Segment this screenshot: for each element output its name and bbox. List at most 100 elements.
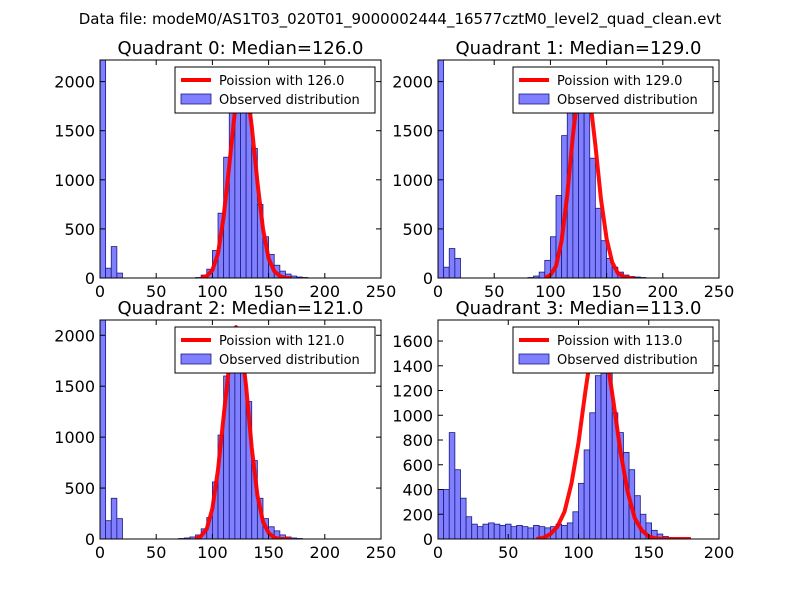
plot-quadrant-0: 0 50 100 150 200 250 0 500 1000 1500 2000 Quadrant … (54, 38, 396, 301)
x-tick-label: 150 (591, 282, 622, 301)
histogram-bar (589, 412, 596, 539)
y-tick-label: 2000 (54, 73, 95, 92)
histogram-bar (116, 272, 123, 278)
x-tick-label: 0 (433, 543, 443, 562)
histogram-bar (100, 320, 107, 539)
legend-box (512, 66, 714, 114)
histogram-bar (448, 248, 456, 278)
y-tick-label: 800 (402, 431, 433, 450)
y-tick-label: 500 (402, 220, 433, 239)
histogram-bar (572, 511, 579, 539)
histogram-bar (521, 526, 529, 539)
histogram-bar (100, 60, 107, 278)
legend-bar-swatch (180, 93, 212, 105)
axes-frame (99, 319, 382, 540)
x-tick-label: 0 (95, 543, 105, 562)
x-tick-label: 0 (433, 282, 443, 301)
legend-label-curve: Poission with 126.0 (219, 74, 344, 89)
x-tick-label: 200 (310, 282, 341, 301)
histogram-bar (454, 257, 461, 278)
y-tick-label: 400 (402, 481, 433, 500)
x-tick-label: 100 (197, 543, 228, 562)
histogram-bar (476, 526, 484, 539)
histogram-bar (438, 60, 445, 278)
histogram-bar (583, 449, 591, 539)
y-tick-label: 200 (402, 505, 433, 524)
plot-title: Quadrant 0: Median=126.0 (118, 38, 364, 59)
y-tick-label: 500 (64, 220, 95, 239)
axes-frame (437, 59, 720, 279)
y-tick-label: 0 (423, 269, 433, 288)
x-tick-label: 100 (563, 543, 594, 562)
y-tick-label: 1500 (392, 122, 433, 141)
plot-area (100, 320, 303, 539)
legend-box (174, 66, 376, 114)
histogram-bar (589, 157, 596, 278)
x-tick-label: 50 (146, 543, 166, 562)
y-tick-label: 1200 (392, 382, 433, 401)
histogram-bar (600, 240, 607, 278)
legend-bar-swatch (518, 353, 550, 365)
y-tick-label: 1000 (392, 406, 433, 425)
legend-box (512, 326, 714, 374)
legend-label-curve: Poission with 129.0 (557, 74, 682, 89)
histogram-bar (493, 523, 501, 539)
histogram-bar (600, 372, 607, 539)
y-tick-label: 0 (85, 269, 95, 288)
histogram-bar (105, 267, 112, 278)
plot-quadrant-1: 0 50 100 150 200 250 0 500 1000 1500 2000 Quadrant … (392, 38, 734, 301)
plot-quadrant-3: 0 50 100 150 2000200400600800100012001400160… (392, 298, 734, 562)
x-tick-label: 50 (146, 282, 166, 301)
y-tick-label: 1000 (54, 171, 95, 190)
x-tick-label: 200 (704, 543, 735, 562)
histogram-bar (566, 522, 574, 539)
y-tick-label: 2000 (54, 326, 95, 345)
y-tick-label: 1400 (392, 357, 433, 376)
histogram-bar (594, 207, 602, 278)
legend-label-bars: Observed distribution (557, 353, 698, 368)
histogram-bar (448, 432, 456, 539)
legend-label-curve: Poission with 113.0 (557, 334, 682, 349)
x-tick-label: 100 (197, 282, 228, 301)
histogram-bar (578, 482, 585, 539)
histogram-bar (471, 523, 478, 539)
y-tick-label: 2000 (392, 73, 433, 92)
legend-label-bars: Observed distribution (219, 93, 360, 108)
legend-bar-swatch (518, 93, 550, 105)
histogram-bar (443, 266, 450, 278)
histogram-bar (460, 497, 467, 539)
histogram-bar (116, 518, 123, 539)
legend-label-bars: Observed distribution (219, 353, 360, 368)
histogram-bar (594, 375, 602, 539)
x-tick-label: 50 (498, 543, 518, 562)
plot-title: Quadrant 2: Median=121.0 (118, 298, 364, 319)
x-tick-label: 50 (484, 282, 504, 301)
x-tick-label: 200 (648, 282, 679, 301)
y-tick-label: 1600 (392, 332, 433, 351)
histogram-bar (527, 527, 534, 539)
legend-box (174, 326, 376, 374)
y-tick-label: 1500 (54, 122, 95, 141)
histogram-bar (510, 526, 518, 539)
histogram-bar (561, 524, 568, 539)
histogram-bar (516, 524, 523, 539)
x-tick-label: 0 (95, 282, 105, 301)
x-tick-label: 150 (253, 543, 284, 562)
x-tick-label: 250 (366, 543, 397, 562)
axes-frame (99, 59, 382, 279)
histogram-bar (538, 271, 546, 278)
histogram-bar (488, 522, 495, 539)
legend-bar-swatch (180, 353, 212, 365)
histogram-bar (583, 112, 591, 278)
histogram-bar (105, 520, 112, 539)
plot-title: Quadrant 1: Median=129.0 (456, 38, 702, 59)
histogram-bar (110, 246, 118, 278)
x-tick-label: 100 (535, 282, 566, 301)
legend-label-bars: Observed distribution (557, 93, 698, 108)
figure-title: Data file: modeM0/AS1T03_020T01_90000024… (79, 10, 722, 29)
y-tick-label: 500 (64, 479, 95, 498)
x-tick-label: 250 (704, 282, 735, 301)
plot-quadrant-2: 0 50 100 150 200 250 0 500 1000 1500 2000 Quadrant … (54, 298, 396, 562)
histogram-bar (454, 469, 461, 539)
